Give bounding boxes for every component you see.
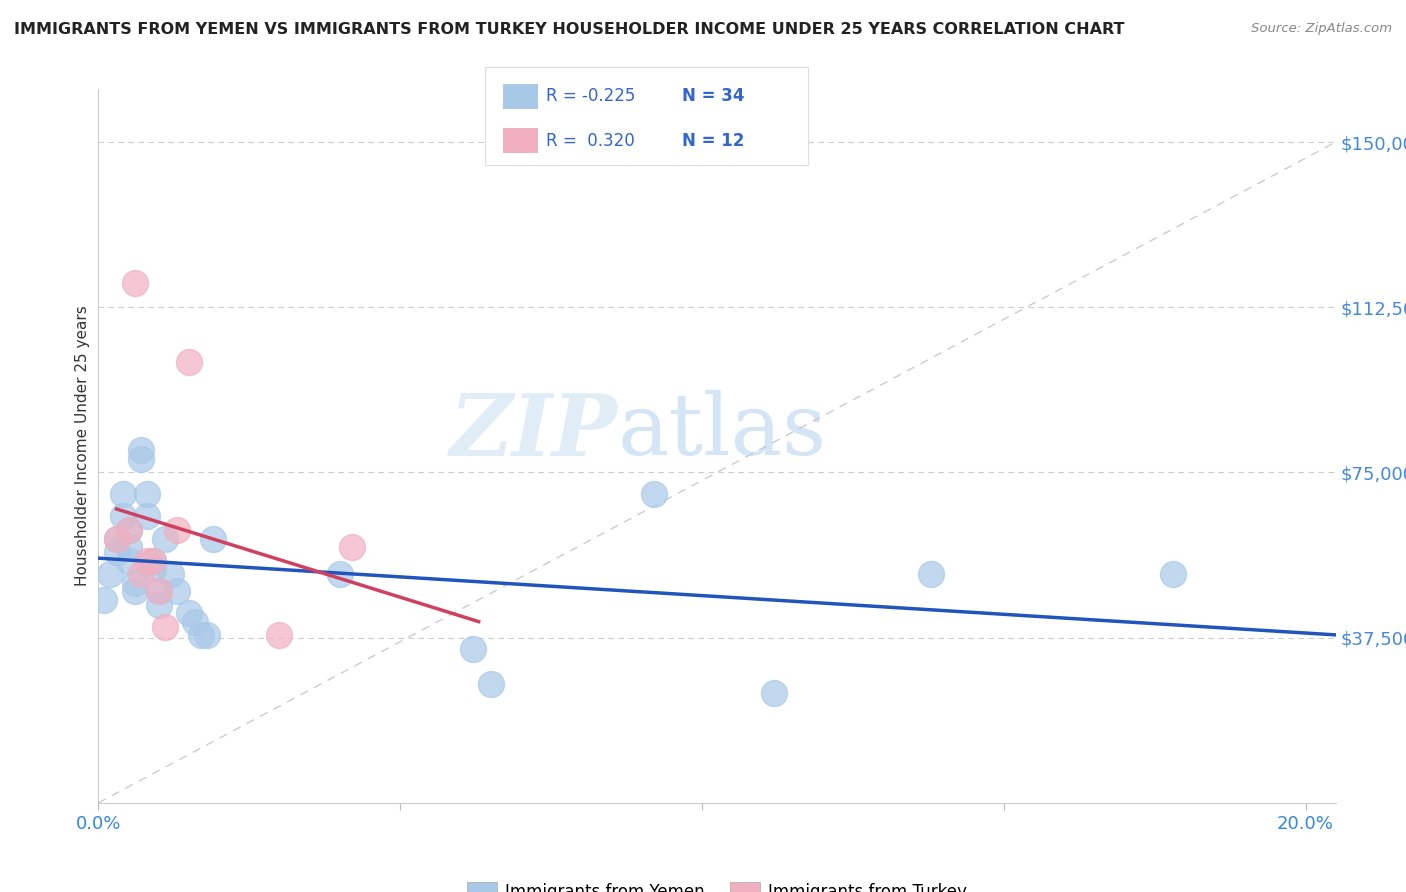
- Point: [117, 523, 139, 537]
- Point: [105, 532, 128, 546]
- Point: [124, 584, 146, 599]
- Point: [135, 509, 157, 524]
- Point: [129, 452, 152, 467]
- Point: [177, 607, 200, 621]
- Point: [142, 553, 165, 567]
- Text: atlas: atlas: [619, 390, 827, 474]
- Text: R = -0.225: R = -0.225: [546, 87, 636, 105]
- Point: [148, 598, 170, 612]
- Point: [111, 509, 134, 524]
- Point: [135, 487, 157, 501]
- Text: IMMIGRANTS FROM YEMEN VS IMMIGRANTS FROM TURKEY HOUSEHOLDER INCOME UNDER 25 YEAR: IMMIGRANTS FROM YEMEN VS IMMIGRANTS FROM…: [14, 22, 1125, 37]
- Point: [479, 677, 502, 691]
- Legend: Immigrants from Yemen, Immigrants from Turkey: Immigrants from Yemen, Immigrants from T…: [460, 875, 974, 892]
- Point: [329, 566, 352, 581]
- Point: [124, 575, 146, 590]
- Point: [111, 487, 134, 501]
- Point: [177, 355, 200, 369]
- Point: [1161, 566, 1184, 581]
- Point: [117, 541, 139, 555]
- Point: [135, 553, 157, 567]
- Point: [124, 276, 146, 290]
- Point: [117, 553, 139, 567]
- Point: [643, 487, 665, 501]
- Point: [202, 532, 225, 546]
- Point: [190, 628, 212, 642]
- Text: N = 12: N = 12: [682, 132, 744, 150]
- Point: [148, 584, 170, 599]
- Point: [142, 553, 165, 567]
- Text: N = 34: N = 34: [682, 87, 744, 105]
- Point: [129, 566, 152, 581]
- Text: R =  0.320: R = 0.320: [546, 132, 634, 150]
- Point: [153, 532, 176, 546]
- Point: [100, 566, 122, 581]
- Text: Source: ZipAtlas.com: Source: ZipAtlas.com: [1251, 22, 1392, 36]
- Point: [148, 584, 170, 599]
- Point: [153, 619, 176, 633]
- Point: [269, 628, 291, 642]
- Point: [93, 593, 115, 607]
- Point: [195, 628, 218, 642]
- Point: [117, 523, 139, 537]
- Point: [105, 532, 128, 546]
- Point: [129, 443, 152, 458]
- Point: [340, 541, 363, 555]
- Point: [160, 566, 183, 581]
- Point: [461, 641, 484, 656]
- Text: ZIP: ZIP: [450, 390, 619, 474]
- Point: [184, 615, 207, 630]
- Point: [142, 562, 165, 576]
- Point: [166, 523, 188, 537]
- Y-axis label: Householder Income Under 25 years: Householder Income Under 25 years: [75, 306, 90, 586]
- Point: [166, 584, 188, 599]
- Point: [920, 566, 942, 581]
- Point: [763, 686, 786, 700]
- Point: [105, 545, 128, 559]
